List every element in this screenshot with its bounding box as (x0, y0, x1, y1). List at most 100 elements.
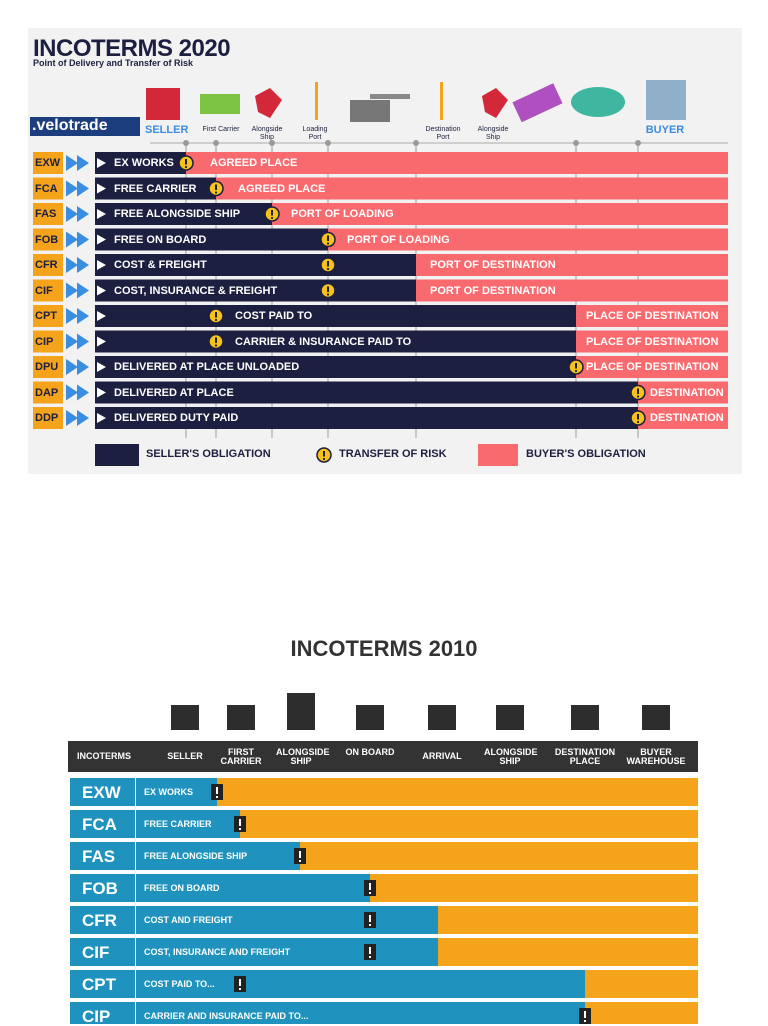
code: CPT (35, 310, 57, 322)
code-box (33, 152, 63, 174)
row-arrow (97, 260, 106, 270)
code-box (70, 970, 135, 998)
row-arrow (97, 336, 106, 347)
code: DPU (35, 361, 59, 373)
seller-bar (136, 970, 585, 998)
code-box (33, 228, 63, 251)
legend-label: TRANSFER OF RISK (339, 448, 447, 460)
risk-icon-dot (239, 828, 241, 830)
icon-plane (370, 94, 410, 99)
header-label: ALONGSIDE SHIP (276, 747, 330, 766)
seller-bar (95, 305, 576, 327)
term-name: COST, INSURANCE & FREIGHT (114, 284, 278, 297)
code-box (33, 254, 63, 276)
logo-bg (30, 117, 140, 136)
term-name: FREE CARRIER (144, 819, 212, 829)
icon-truck (200, 94, 240, 114)
code: CIP (35, 335, 54, 348)
row-arrow (97, 413, 106, 423)
legend-label: SELLER'S OBLIGATION (146, 448, 271, 460)
term-name: COST AND FREIGHT (144, 915, 233, 925)
code-box (70, 874, 135, 902)
buyer-place: AGREED PLACE (210, 157, 298, 169)
seller-bar (95, 356, 576, 378)
arrow (77, 384, 89, 401)
buyer-bar (370, 874, 698, 902)
code: FCA (82, 815, 117, 834)
stage-label: First Carrier (202, 126, 240, 133)
code: CFR (35, 259, 58, 271)
buyer-bar (216, 177, 728, 200)
arrow (77, 282, 89, 299)
legend-label: BUYER'S OBLIGATION (526, 448, 646, 460)
arrow (77, 180, 89, 197)
buyer-place: PORT OF DESTINATION (430, 259, 556, 271)
buyer-bar (576, 330, 728, 353)
code-box (33, 381, 63, 404)
row-arrow (97, 234, 106, 245)
row-arrow (97, 285, 106, 296)
stage-icon (287, 693, 315, 730)
buyer-bar (240, 810, 698, 838)
icon-box (255, 88, 282, 118)
icon-crane2 (440, 82, 443, 120)
seller-bar (136, 1002, 585, 1024)
risk-icon-dot (322, 457, 326, 461)
code: FCA (35, 182, 58, 195)
term-name: FREE ALONGSIDE SHIP (114, 208, 241, 220)
arrow (66, 257, 78, 273)
code-box (70, 906, 135, 934)
buyer-bar (328, 228, 728, 251)
header-label: ON BOARD (345, 747, 395, 757)
stage-label: Alongside Ship (477, 126, 509, 141)
arrow (66, 359, 78, 375)
code-box (70, 938, 135, 966)
icon-van (512, 83, 563, 123)
code: FAS (82, 847, 116, 866)
buyer-place: PORT OF DESTINATION (430, 284, 556, 297)
term-name: CARRIER & INSURANCE PAID TO (235, 335, 412, 348)
header-bar (68, 741, 698, 772)
code-box (70, 778, 135, 806)
term-name: FREE ON BOARD (144, 883, 220, 893)
buyer-place: AGREED PLACE (238, 182, 326, 195)
buyer-place: DESTINATION (650, 412, 724, 424)
arrow (77, 155, 89, 171)
code: FOB (35, 233, 59, 246)
arrow (66, 333, 78, 350)
term-name: CARRIER AND INSURANCE PAID TO... (144, 1011, 309, 1021)
legend-seller (95, 444, 139, 466)
term-name: FREE CARRIER (114, 182, 197, 195)
buyer-bar (217, 778, 698, 806)
risk-icon-dot (214, 318, 218, 322)
code: DDP (35, 412, 59, 424)
risk-icon-dot (636, 395, 640, 398)
stage-icon (642, 705, 670, 730)
code: FAS (35, 208, 57, 220)
risk-icon-dot (326, 267, 330, 271)
header-label: INCOTERMS (77, 751, 131, 761)
risk-icon-dot (184, 165, 188, 169)
risk-icon-dot (214, 191, 218, 194)
buyer-bar (438, 906, 698, 934)
risk-icon-dot (369, 892, 371, 894)
arrow (66, 231, 78, 248)
seller-bar (136, 906, 438, 934)
risk-icon-dot (299, 860, 301, 862)
arrow (66, 180, 78, 197)
seller-bar (136, 778, 217, 806)
arrow (77, 257, 89, 273)
stage-label: Alongside Ship (251, 126, 283, 141)
icon-building (646, 80, 686, 120)
icon-warehouse (571, 87, 625, 117)
arrow (66, 206, 78, 222)
arrow (77, 308, 89, 324)
code: DAP (35, 386, 59, 399)
code-box (33, 407, 63, 429)
code-box (33, 177, 63, 200)
term-name: EX WORKS (144, 787, 194, 797)
header-label: ARRIVAL (422, 751, 462, 761)
stage-label: BUYER (645, 124, 685, 136)
buyer-bar (585, 970, 698, 998)
arrow (66, 155, 78, 171)
